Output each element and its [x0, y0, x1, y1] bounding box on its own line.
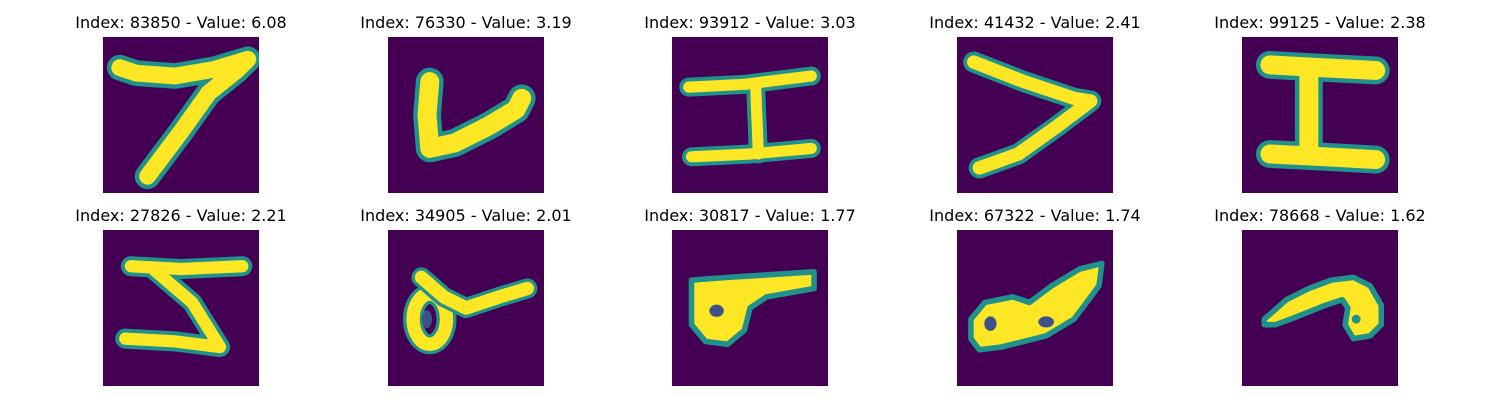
digit-image [388, 37, 544, 193]
tile-title: Index: 99125 - Value: 2.38 [1214, 13, 1426, 32]
digit-image [957, 37, 1113, 193]
tile-title: Index: 76330 - Value: 3.19 [360, 13, 572, 32]
tile-title: Index: 34905 - Value: 2.01 [360, 206, 572, 225]
digit-image [672, 37, 828, 193]
digit-image [388, 230, 544, 386]
digit-image [1242, 230, 1398, 386]
digit-image [1242, 37, 1398, 193]
tile-title: Index: 30817 - Value: 1.77 [644, 206, 856, 225]
tile-title: Index: 83850 - Value: 6.08 [75, 13, 287, 32]
tile-title: Index: 27826 - Value: 2.21 [75, 206, 287, 225]
tile-title: Index: 78668 - Value: 1.62 [1214, 206, 1426, 225]
tile-title: Index: 67322 - Value: 1.74 [929, 206, 1141, 225]
tile-title: Index: 41432 - Value: 2.41 [929, 13, 1141, 32]
digit-image [103, 37, 259, 193]
digit-image [957, 230, 1113, 386]
digit-image [103, 230, 259, 386]
tile-title: Index: 93912 - Value: 3.03 [644, 13, 856, 32]
digit-image [672, 230, 828, 386]
